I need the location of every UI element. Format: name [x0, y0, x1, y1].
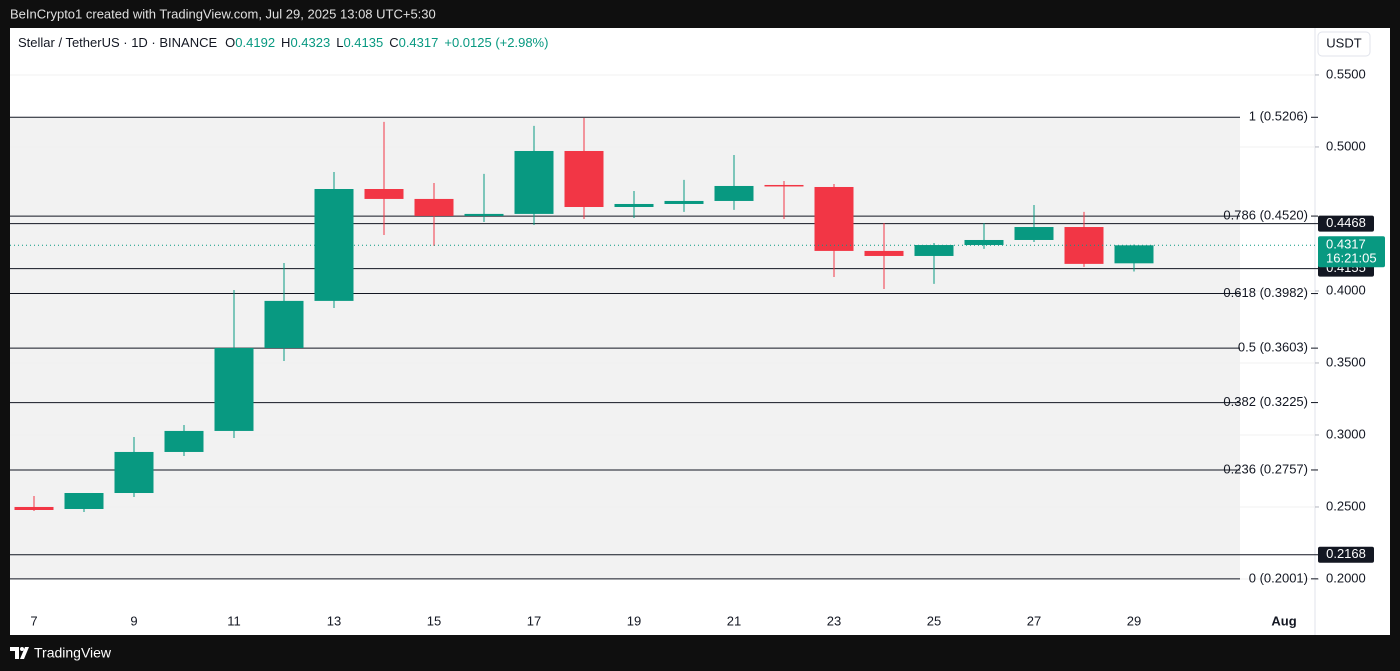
watermark: BeInCrypto1 created with TradingView.com…: [10, 6, 436, 21]
legend-item: Stellar / TetherUS · 1D · BINANCE: [18, 35, 217, 50]
y-tick-label: 0.5500: [1326, 66, 1366, 81]
x-tick-label: 29: [1127, 613, 1141, 628]
last-price: 0.4317: [1326, 237, 1366, 252]
legend-item: 0.4323: [290, 35, 330, 50]
x-tick-label: 17: [527, 613, 541, 628]
candle-body: [614, 203, 654, 208]
x-tick-label: 13: [327, 613, 341, 628]
currency-box[interactable]: [1317, 31, 1371, 57]
price-label: 0.2168: [1326, 546, 1366, 561]
fib-label: 0 (0.2001): [1249, 570, 1308, 585]
candle-body: [864, 250, 904, 256]
fib-label: 0.5 (0.3603): [1238, 340, 1308, 355]
legend-item: 0.4192: [235, 35, 275, 50]
candle-body: [464, 213, 504, 216]
y-tick-label: 0.3000: [1326, 426, 1366, 441]
fib-label: 0.786 (0.4520): [1223, 208, 1308, 223]
x-tick-label: 27: [1027, 613, 1041, 628]
legend-item: L: [336, 35, 343, 50]
price-label-box: [1318, 215, 1374, 232]
legend-item: 0.4135: [343, 35, 383, 50]
legend-item: +0.0125 (+2.98%): [444, 35, 548, 50]
x-tick-label: 15: [427, 613, 441, 628]
last-price-box: [1318, 236, 1385, 268]
x-tick-label: 11: [227, 613, 241, 628]
x-tick-label: 9: [130, 613, 137, 628]
fib-label: 0.618 (0.3982): [1223, 285, 1308, 300]
candle-body: [764, 184, 804, 187]
currency[interactable]: USDT: [1326, 35, 1361, 50]
candle-body: [564, 150, 604, 208]
candle-body: [414, 198, 454, 216]
x-tick-label: Aug: [1271, 613, 1296, 628]
candle-body: [964, 239, 1004, 246]
candle-body: [714, 185, 754, 201]
candle-body: [1014, 227, 1054, 240]
x-tick-label: 23: [827, 613, 841, 628]
candle-body: [264, 300, 304, 348]
price-label: 0.4468: [1326, 215, 1366, 230]
candle-body: [1114, 245, 1154, 264]
legend-item: C: [389, 35, 398, 50]
legend: Stellar / TetherUS · 1D · BINANCE O0.4192…: [18, 35, 548, 50]
legend-item: H: [281, 35, 290, 50]
candle-body: [364, 189, 404, 199]
candle-body: [664, 200, 704, 204]
candle-body: [914, 245, 954, 256]
candle-body: [164, 430, 204, 452]
y-tick-label: 0.3500: [1326, 354, 1366, 369]
candle-body: [214, 347, 254, 431]
y-tick-label: 0.2000: [1326, 570, 1366, 585]
candle-body: [114, 451, 154, 494]
price-label-box: [1318, 546, 1374, 563]
brand-logo: [10, 647, 29, 659]
legend-item: O: [225, 35, 235, 50]
fib-label: 0.236 (0.2757): [1223, 461, 1308, 476]
candle-body: [814, 186, 854, 251]
countdown: 16:21:05: [1326, 251, 1377, 266]
candle-body: [514, 150, 554, 214]
brand: TradingView: [34, 645, 112, 661]
candle-body: [14, 506, 54, 510]
x-tick-label: 7: [30, 613, 37, 628]
fib-label: 0.382 (0.3225): [1223, 394, 1308, 409]
y-tick-label: 0.4000: [1326, 282, 1366, 297]
x-tick-label: 25: [927, 613, 941, 628]
y-tick-label: 0.2500: [1326, 498, 1366, 513]
legend-item: 0.4317: [399, 35, 439, 50]
fib-label: 1 (0.5206): [1249, 109, 1308, 124]
x-tick-label: 19: [627, 613, 641, 628]
candle-body: [64, 493, 104, 509]
y-tick-label: 0.5000: [1326, 138, 1366, 153]
x-tick-label: 21: [727, 613, 741, 628]
